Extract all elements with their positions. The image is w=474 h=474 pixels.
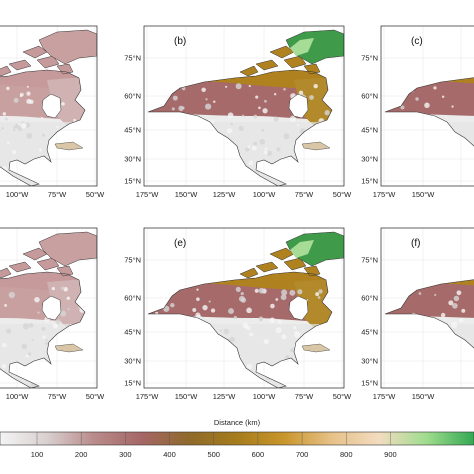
colorbar-tick-label: 900 <box>384 450 397 459</box>
panel-frame <box>380 227 474 389</box>
coastline <box>0 69 86 186</box>
colorbar-tick-label: 500 <box>207 450 220 459</box>
lon-tick-label: 150°W <box>412 190 436 199</box>
panel-label: (e) <box>174 238 186 249</box>
lon-tick-label: 75°W <box>295 190 314 199</box>
map-panel-b: (b) 75°N 60°N 45°N 30°N 15°N 175°W 150°W 125°W 10… <box>124 25 352 199</box>
colorbar: Distance (km) 100 200 300 400 500 600 700 800 900 <box>0 418 474 459</box>
colorbar-ramp <box>0 431 474 446</box>
lon-tick-label: 150°W <box>175 392 199 401</box>
map-panel-f: (f) 75°N 60°N 45°N 30°N 15°N 175°W 150°W <box>361 227 474 401</box>
colorbar-tick-label: 200 <box>75 450 88 459</box>
map-panel-d: 100°W 75°W 50°W <box>0 227 105 401</box>
coastline <box>0 271 86 388</box>
lon-tick-label: 75°W <box>48 392 67 401</box>
panel-frame <box>143 227 345 389</box>
colorbar-tick-label: 100 <box>31 450 44 459</box>
panel-label: (b) <box>174 36 186 47</box>
lon-tick-label: 75°W <box>295 392 314 401</box>
lon-tick-label: 175°W <box>373 392 397 401</box>
coastline <box>147 271 333 388</box>
lat-tick-label: 45°N <box>124 328 141 337</box>
lon-tick-label: 150°W <box>175 190 199 199</box>
map-panel-c: (c) 75°N 60°N 45°N 30°N 15°N 175°W 150°W <box>361 25 474 199</box>
lon-tick-label: 100°W <box>6 190 30 199</box>
hudson-bay <box>288 295 309 321</box>
lon-tick-label: 125°W <box>213 190 237 199</box>
lon-tick-label: 50°W <box>86 190 105 199</box>
coastline <box>147 69 333 186</box>
lat-tick-label: 15°N <box>124 379 141 388</box>
coastline <box>384 77 474 148</box>
lat-tick-label: 75°N <box>124 256 141 265</box>
lat-tick-label: 75°N <box>124 54 141 63</box>
lon-tick-label: 125°W <box>213 392 237 401</box>
colorbar-tick-label: 600 <box>252 450 265 459</box>
hudson-bay <box>41 295 62 321</box>
panel-frame <box>380 25 474 187</box>
lon-tick-label: 175°W <box>373 190 397 199</box>
panel-label: (c) <box>411 36 423 47</box>
panel-frame <box>0 25 98 187</box>
lon-tick-label: 100°W <box>253 392 277 401</box>
lat-tick-label: 60°N <box>361 294 378 303</box>
lat-tick-label: 30°N <box>124 155 141 164</box>
hudson-bay <box>41 93 62 119</box>
lat-tick-label: 30°N <box>361 155 378 164</box>
colorbar-tick-label: 300 <box>119 450 132 459</box>
lat-tick-label: 45°N <box>124 126 141 135</box>
lon-tick-label: 100°W <box>6 392 30 401</box>
colorbar-tick-label: 700 <box>296 450 309 459</box>
lat-tick-label: 45°N <box>361 126 378 135</box>
lat-tick-label: 15°N <box>361 177 378 186</box>
lon-tick-label: 50°W <box>333 392 352 401</box>
lat-tick-label: 45°N <box>361 328 378 337</box>
lon-tick-label: 75°W <box>48 190 67 199</box>
lat-tick-label: 30°N <box>124 357 141 366</box>
lat-tick-label: 30°N <box>361 357 378 366</box>
lon-tick-label: 175°W <box>136 392 160 401</box>
panel-frame <box>143 25 345 187</box>
colorbar-tick-label: 800 <box>340 450 353 459</box>
panel-frame <box>0 227 98 389</box>
lon-tick-label: 100°W <box>253 190 277 199</box>
lat-tick-label: 15°N <box>361 379 378 388</box>
lat-tick-label: 75°N <box>361 54 378 63</box>
lon-tick-label: 175°W <box>136 190 160 199</box>
lat-tick-label: 60°N <box>124 92 141 101</box>
lon-tick-label: 50°W <box>333 190 352 199</box>
greenland <box>38 29 97 65</box>
greenland <box>38 231 97 267</box>
map-panel-e: (e) 75°N 60°N 45°N 30°N 15°N 175°W 150°W 125°W 10… <box>124 227 352 401</box>
lon-tick-label: 50°W <box>86 392 105 401</box>
lat-tick-label: 60°N <box>124 294 141 303</box>
lat-tick-label: 60°N <box>361 92 378 101</box>
hudson-bay <box>288 93 309 119</box>
lon-tick-label: 150°W <box>412 392 436 401</box>
colorbar-title: Distance (km) <box>214 418 261 427</box>
lat-tick-label: 75°N <box>361 256 378 265</box>
panel-label: (f) <box>411 238 420 249</box>
colorbar-tick-label: 400 <box>163 450 176 459</box>
lat-tick-label: 15°N <box>124 177 141 186</box>
coastline <box>384 279 474 350</box>
map-panel-a: 100°W 75°W 50°W <box>0 25 105 199</box>
